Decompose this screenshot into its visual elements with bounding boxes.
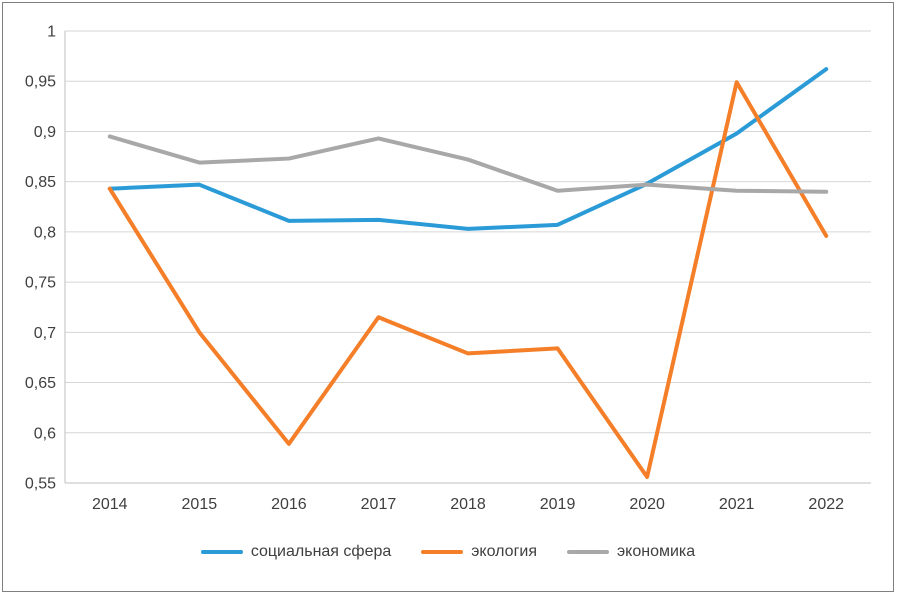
legend-label: экономика [617,543,696,560]
x-tick-label: 2020 [629,496,665,513]
legend-label: социальная сфера [250,543,392,560]
legend-line-swatch [567,550,610,554]
x-tick-label: 2015 [182,496,218,513]
legend-item-0: социальная сфера [200,543,392,561]
y-tick-label: 0,7 [34,325,56,342]
legend-item-1: экология [421,543,537,561]
y-tick-label: 1 [47,24,56,41]
legend-item-2: экономика [567,543,695,561]
x-tick-label: 2021 [719,496,755,513]
x-tick-label: 2018 [450,496,486,513]
legend-label: экология [471,543,538,560]
y-tick-label: 0,55 [25,476,56,493]
series-line-0 [107,67,829,231]
y-tick-label: 0,9 [34,124,56,141]
chart-legend: социальная сфера экология экономика [3,532,893,572]
y-tick-label: 0,65 [25,375,56,392]
series-line-2 [107,134,829,194]
y-tick-label: 0,85 [25,174,56,191]
legend-line-swatch [200,550,243,554]
y-tick-label: 0,75 [25,275,56,292]
y-tick-label: 0,6 [34,425,56,442]
x-tick-label: 2019 [540,496,576,513]
x-tick-label: 2016 [271,496,307,513]
x-tick-label: 2022 [808,496,844,513]
x-tick-label: 2017 [361,496,397,513]
y-tick-label: 0,95 [25,74,56,91]
y-tick-label: 0,8 [34,224,56,241]
series-line-1 [107,80,829,479]
legend-line-swatch [421,550,464,554]
x-tick-label: 2014 [92,496,128,513]
line-chart: 0,55 0,6 0,65 0,7 0,75 0,8 0,85 0,9 0,95 1 2014 201… [25,24,871,513]
